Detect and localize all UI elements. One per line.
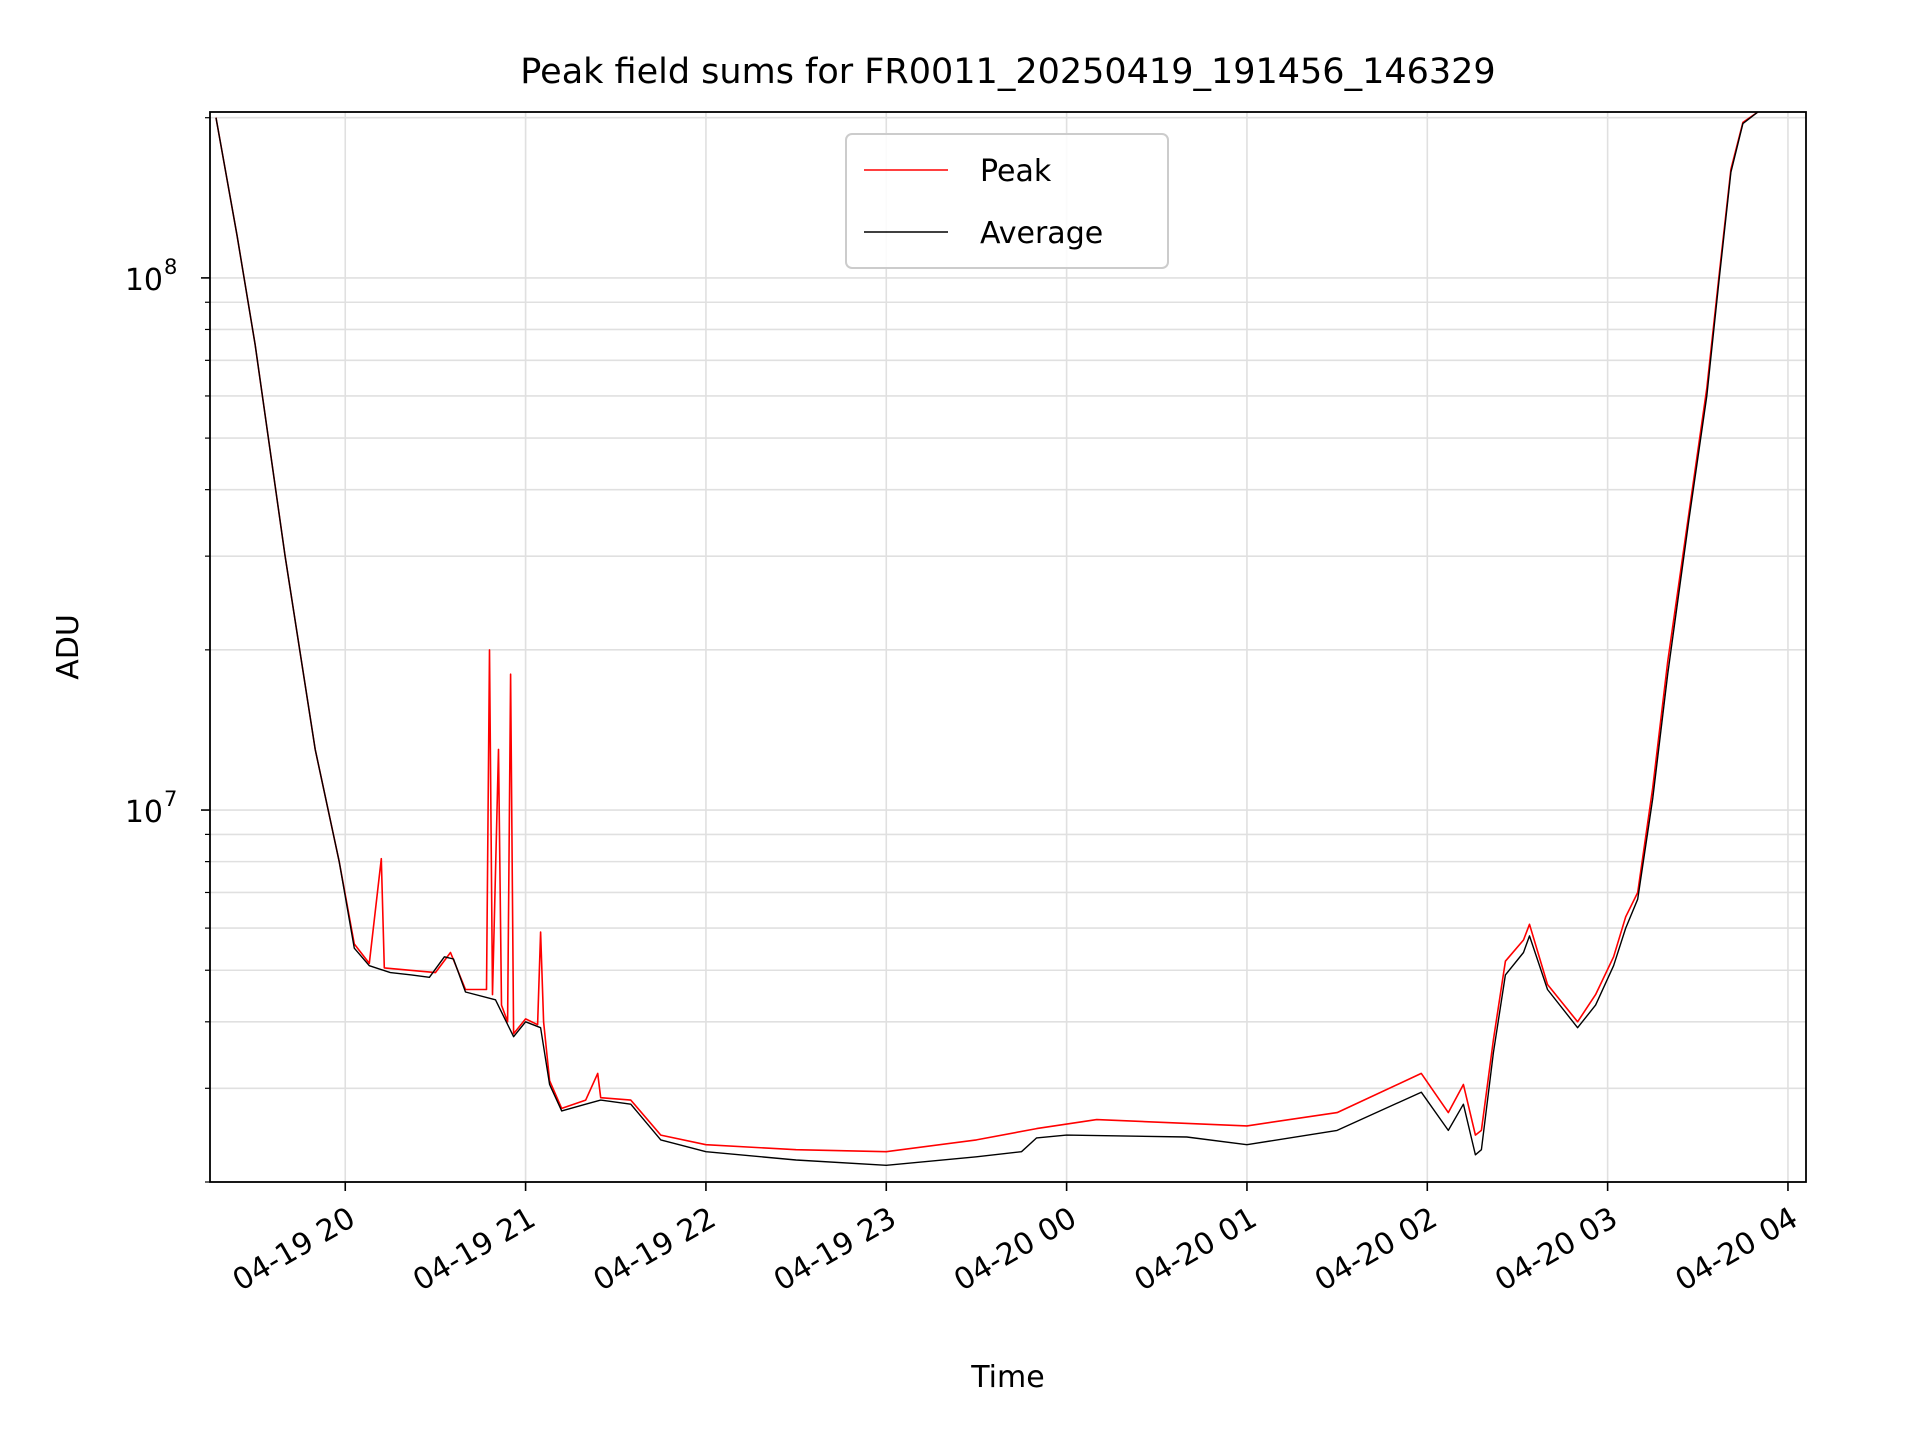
series-line-peak (215, 112, 1759, 1153)
legend-label-average: Average (980, 216, 1103, 251)
x-axis-label: Time (970, 1360, 1044, 1395)
y-tick-label: 10 (125, 263, 163, 298)
legend-label-peak: Peak (980, 154, 1052, 189)
y-tick-label: 10 (125, 795, 163, 830)
series-layer (215, 112, 1759, 1167)
legend-box (845, 133, 1169, 269)
series-line-average (215, 112, 1759, 1167)
legend: Peak Average (845, 133, 1169, 269)
y-axis-label: ADU (51, 614, 86, 680)
y-tick-label-exponent: 8 (164, 255, 177, 279)
plot-frame (209, 111, 1807, 1183)
y-tick-label-exponent: 7 (164, 787, 177, 811)
chart-title: Peak field sums for FR0011_20250419_1914… (520, 52, 1495, 92)
